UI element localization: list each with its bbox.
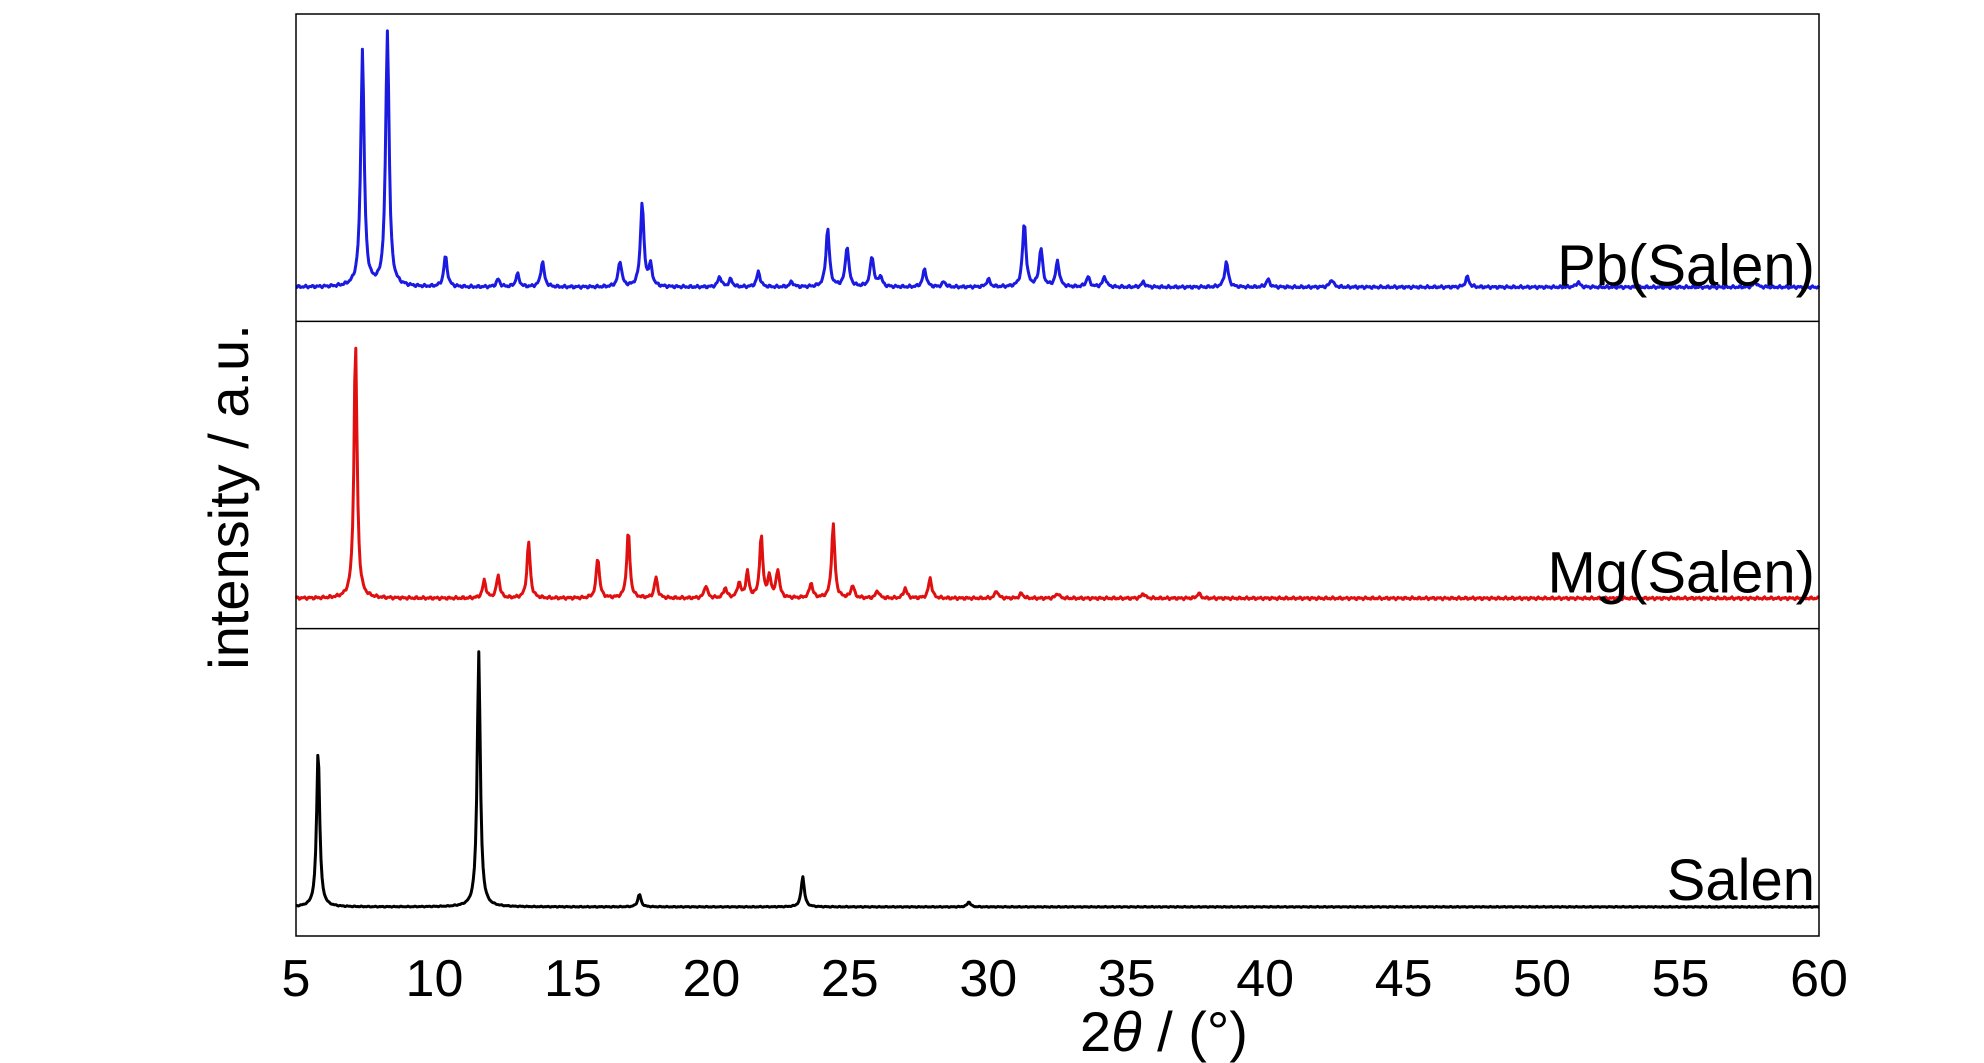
x-tick-label-3: 20 [682,950,740,1008]
x-tick-label-4: 25 [821,950,879,1008]
x-tick-label-6: 35 [1098,950,1156,1008]
x-axis-title-suffix: / (°) [1142,1000,1248,1063]
plot-border [295,13,1820,937]
y-axis-title: intensity / a.u. [197,324,260,670]
chart-panels: Pb(Salen) Mg(Salen) Salen [294,29,1821,913]
series-line-0 [295,29,1821,291]
x-axis-title-prefix: 2 [1080,1000,1111,1063]
series-line-1 [294,346,1821,602]
x-tick-label-1: 10 [406,950,464,1008]
x-axis-ticks: 5 10 15 20 25 30 35 40 45 50 55 60 [282,950,1848,1008]
series-label-2: Salen [1667,848,1815,913]
x-tick-label-11: 60 [1790,950,1848,1008]
x-tick-label-0: 5 [282,950,311,1008]
x-tick-label-7: 40 [1236,950,1294,1008]
plot-frame [295,13,1820,937]
x-tick-label-8: 45 [1375,950,1433,1008]
panel-2: Salen [295,650,1820,913]
x-tick-label-9: 50 [1513,950,1571,1008]
panel-1: Mg(Salen) [294,346,1821,606]
panel-0: Pb(Salen) [295,29,1821,298]
series-label-1: Mg(Salen) [1547,541,1815,606]
x-tick-label-2: 15 [544,950,602,1008]
series-label-0: Pb(Salen) [1557,233,1815,298]
x-axis-title-symbol: θ [1111,1000,1141,1063]
series-line-2 [295,650,1820,909]
x-tick-label-10: 55 [1652,950,1710,1008]
x-tick-label-5: 30 [959,950,1017,1008]
x-axis-title: 2θ / (°) [1080,1000,1248,1063]
